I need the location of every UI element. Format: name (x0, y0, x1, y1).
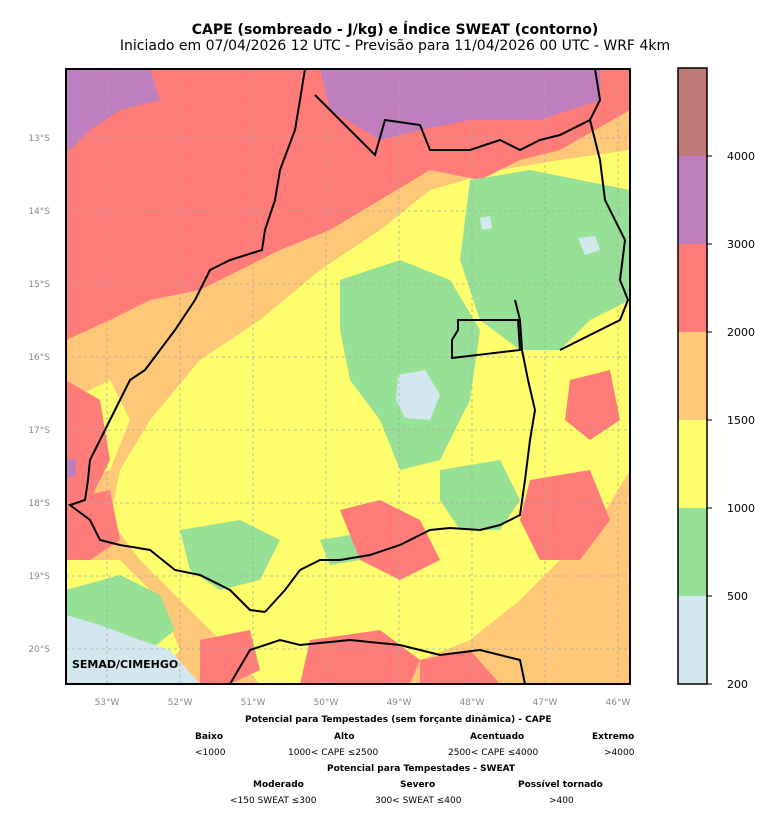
sweat-class-range: <150 SWEAT ≤300 (230, 796, 317, 806)
cape-red-east-south (520, 470, 610, 560)
lat-label: 17°S (28, 426, 50, 436)
cape-lightblue-sw (66, 615, 200, 684)
border-df (451, 319, 522, 360)
cape-class-range: 1000< CAPE ≤2500 (288, 748, 379, 758)
cape-class-range: 2500< CAPE ≤4000 (448, 748, 539, 758)
cape-lightblue-east (578, 236, 600, 255)
cape-purple-north (320, 69, 600, 140)
sweat-legend-title: Potencial para Tempestades - SWEAT (327, 764, 516, 774)
colorbar-tick-label: 4000 (727, 150, 755, 163)
border-east (559, 119, 630, 351)
lat-label: 13°S (28, 134, 50, 144)
map-frame (65, 68, 631, 685)
cape-class-range: >4000 (604, 748, 635, 758)
colorbar-segment (678, 156, 707, 244)
colorbar-segment (678, 244, 707, 332)
cape-class-name: Acentuado (470, 732, 525, 742)
lon-label: 47°W (533, 698, 558, 708)
cape-red-pocket (420, 650, 500, 684)
sweat-class-name: Moderado (253, 780, 304, 790)
lon-label: 48°W (460, 698, 485, 708)
colorbar-frame (677, 67, 708, 685)
sweat-class-range: 300< SWEAT ≤400 (375, 796, 462, 806)
colorbar-tick-label: 2000 (727, 326, 755, 339)
cape-red-west (66, 380, 110, 510)
lat-label: 18°S (28, 499, 50, 509)
lon-label: 52°W (168, 698, 193, 708)
colorbar-segment (678, 420, 707, 508)
lat-label: 14°S (28, 207, 50, 217)
border-goias-north (314, 69, 602, 157)
sweat-class-name: Possível tornado (518, 780, 603, 790)
state-borders (67, 69, 630, 684)
cape-legend-title: Potencial para Tempestades (sem forçante… (245, 715, 552, 725)
lon-label: 53°W (95, 698, 120, 708)
colorbar-segment (678, 332, 707, 420)
cape-purple-west (66, 458, 76, 478)
colorbar-tick-label: 1500 (727, 414, 755, 427)
colorbar-segment (678, 68, 707, 156)
colorbar-segment (678, 596, 707, 684)
colorbar-tick-label: 200 (727, 678, 748, 691)
chart-subtitle: Iniciado em 07/04/2026 12 UTC - Previsão… (119, 38, 671, 54)
lat-label: 15°S (28, 280, 50, 290)
cape-class-range: <1000 (195, 748, 226, 758)
lon-label: 46°W (606, 698, 631, 708)
colorbar-tick-label: 3000 (727, 238, 755, 251)
chart-title: CAPE (sombreado - J/kg) e Índice SWEAT (… (191, 22, 599, 38)
cape-red-east (565, 370, 620, 440)
cape-class-name: Alto (334, 732, 355, 742)
sweat-class-name: Severo (400, 780, 436, 790)
cape-green-center (340, 260, 480, 470)
cape-red-center-south (340, 500, 440, 580)
gridlines (66, 69, 630, 684)
sweat-class-range: >400 (549, 796, 574, 806)
border-south-ms (229, 638, 526, 684)
latitude-axis: 13°S 14°S 15°S 16°S 17°S 18°S 19°S 20°S (28, 134, 50, 655)
border-goias-west (67, 69, 306, 613)
cape-lightblue-center (396, 370, 440, 420)
colorbar-segment (678, 508, 707, 596)
cape-red-sw-small (200, 630, 260, 684)
cape-class-name: Extremo (592, 732, 635, 742)
cape-class-name: Baixo (195, 732, 224, 742)
longitude-axis: 53°W 52°W 51°W 50°W 49°W 48°W 47°W 46°W (95, 698, 631, 708)
border-goias-south (264, 299, 537, 613)
cape-shading (66, 69, 630, 684)
colorbar: 200 500 1000 1500 2000 3000 4000 (677, 67, 755, 691)
credit-label: SEMAD/CIMEHGO (72, 658, 179, 671)
cape-red-north (66, 69, 630, 340)
cape-green-center-south (440, 460, 520, 530)
lon-label: 50°W (314, 698, 339, 708)
cape-green-east (460, 170, 630, 350)
cape-green-southwest (180, 520, 280, 590)
lat-label: 20°S (28, 645, 50, 655)
cape-lightblue-small (480, 216, 492, 230)
colorbar-tick-label: 1000 (727, 502, 755, 515)
lat-label: 19°S (28, 572, 50, 582)
colorbar-tick-label: 500 (727, 590, 748, 603)
cape-purple-nw (66, 69, 160, 150)
lat-label: 16°S (28, 353, 50, 363)
lon-label: 51°W (241, 698, 266, 708)
lon-label: 49°W (387, 698, 412, 708)
